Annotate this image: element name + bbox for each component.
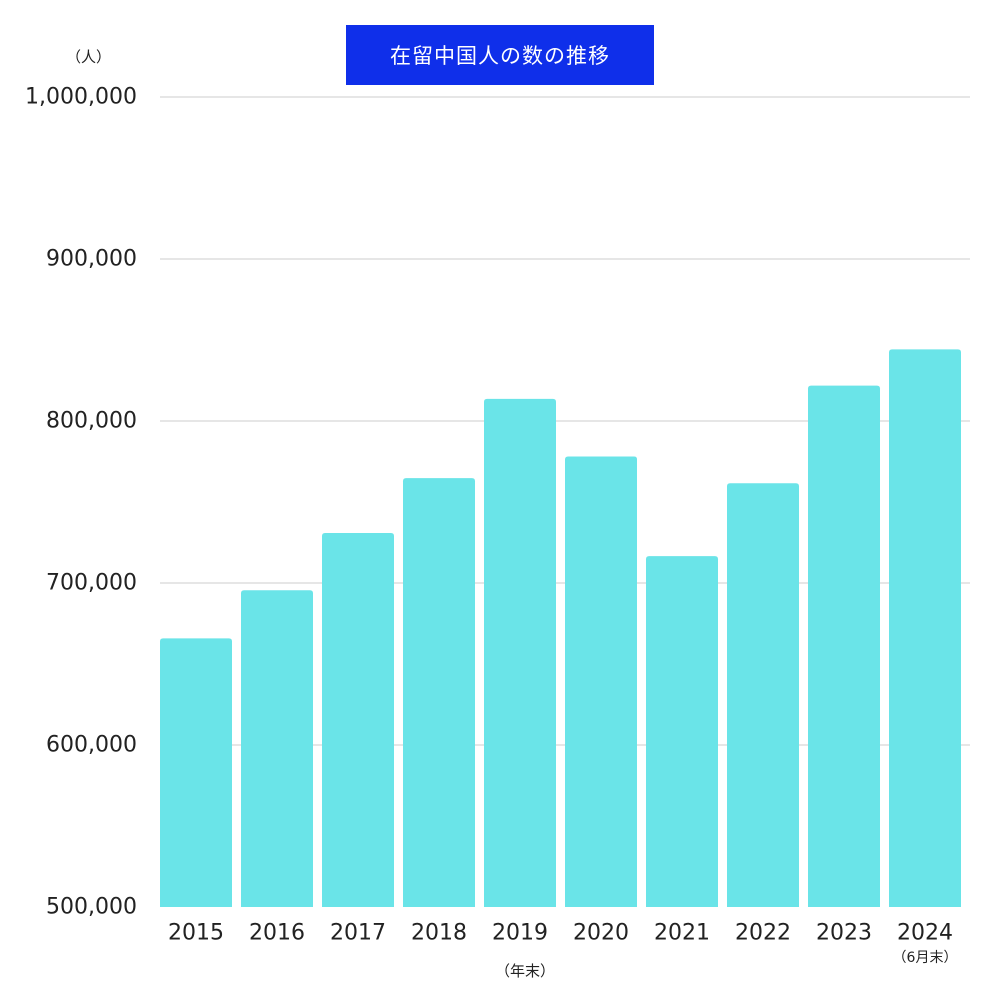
bars	[160, 349, 961, 907]
bar-2024	[889, 349, 961, 907]
y-tick-label: 900,000	[46, 247, 137, 272]
x-tick-label: 2021	[654, 921, 710, 946]
x-tick-label: 2023	[816, 921, 872, 946]
x-tick-label: 2015	[168, 921, 224, 946]
bar-2018	[403, 478, 475, 907]
y-tick-label: 1,000,000	[25, 85, 137, 110]
y-tick-label: 600,000	[46, 733, 137, 758]
x-tick-label: 2018	[411, 921, 467, 946]
bar-2023	[808, 385, 880, 907]
y-axis-unit-label: （人）	[66, 48, 112, 66]
bar-2016	[241, 590, 313, 907]
y-axis-tick-labels: 500,000 600,000 700,000 800,000 900,000 1,000…	[25, 85, 137, 920]
bar-2021	[646, 556, 718, 907]
x-tick-label: 2016	[249, 921, 305, 946]
x-tick-label: 2024	[897, 921, 953, 946]
y-tick-label: 500,000	[46, 895, 137, 920]
y-tick-label: 700,000	[46, 571, 137, 596]
x-tick-note: （6月末）	[893, 950, 958, 966]
bar-2015	[160, 638, 232, 907]
bar-2022	[727, 483, 799, 907]
x-axis-note: （年末）	[494, 962, 555, 980]
bar-2020	[565, 456, 637, 907]
bar-2019	[484, 398, 556, 907]
x-tick-label: 2017	[330, 921, 386, 946]
x-tick-label: 2022	[735, 921, 791, 946]
chart-title: 在留中国人の数の推移	[346, 25, 654, 85]
x-tick-label: 2019	[492, 921, 548, 946]
y-tick-label: 800,000	[46, 409, 137, 434]
bar-2017	[322, 532, 394, 907]
x-tick-label: 2020	[573, 921, 629, 946]
x-axis-tick-labels: 2015 2016 2017 2018 2019 2020 2021 2022 2023 2024…	[168, 921, 957, 967]
